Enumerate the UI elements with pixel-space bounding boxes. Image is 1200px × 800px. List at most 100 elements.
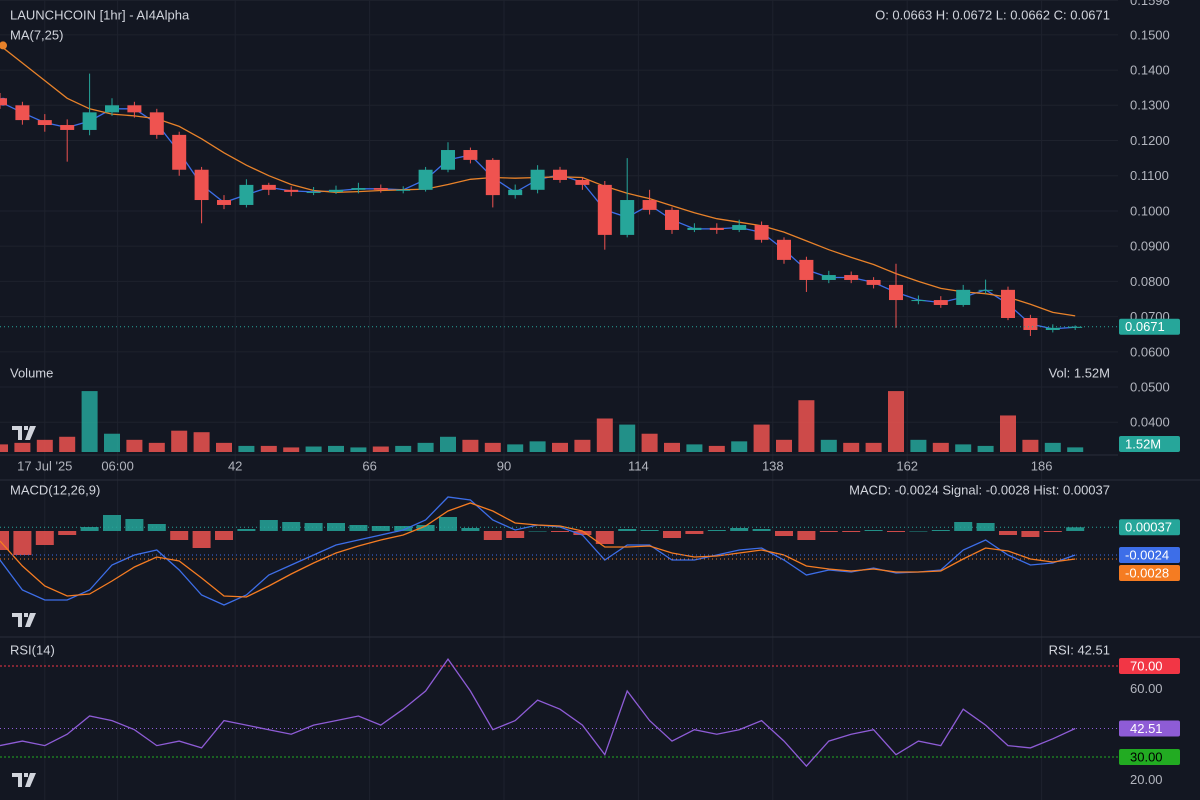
logo-icon <box>12 613 36 627</box>
candle-body <box>642 200 657 210</box>
histogram-bar <box>192 531 211 548</box>
volume-bar <box>171 430 188 452</box>
candle-body <box>396 189 411 191</box>
pane-title: Volume <box>10 365 53 380</box>
price-tag <box>1119 436 1180 452</box>
volume-bar <box>820 439 837 452</box>
volume-bar <box>260 445 277 452</box>
candle-body <box>508 189 523 196</box>
volume-bar <box>910 439 927 452</box>
volume-bar <box>843 442 860 452</box>
candle-body <box>329 189 343 192</box>
histogram-bar <box>215 531 233 540</box>
volume-bar <box>305 446 322 452</box>
histogram-bar <box>730 528 749 531</box>
candle-body <box>687 227 702 230</box>
histogram-bar <box>864 530 883 531</box>
volume-bar <box>574 439 591 452</box>
volume-readout: Vol: 1.52M <box>1049 365 1110 380</box>
candle-body <box>799 259 814 280</box>
volume-bar <box>104 433 120 452</box>
y-tick-label: 0.1500 <box>1130 27 1170 42</box>
volume-bar <box>798 400 815 452</box>
candle-body <box>82 112 97 130</box>
volume-bar <box>552 442 568 452</box>
histogram-bar <box>707 530 726 531</box>
volume-bar <box>0 444 8 452</box>
rsi-line <box>0 657 1076 768</box>
volume-bar <box>350 447 367 452</box>
marks <box>0 41 1118 768</box>
volume-bar <box>888 391 904 452</box>
y-tick-label: 20.00 <box>1130 772 1163 787</box>
candle-body <box>105 105 119 113</box>
histogram-bar <box>259 520 278 531</box>
price-tag <box>1119 748 1180 765</box>
volume-bar <box>328 445 344 452</box>
y-tick-label: 0.0800 <box>1130 274 1170 289</box>
x-tick-label: 66 <box>362 458 376 473</box>
price-tag-label: 0.00037 <box>1125 520 1172 535</box>
y-tick-label: 0.1000 <box>1130 203 1170 218</box>
candle-body <box>37 120 52 126</box>
candle-body <box>463 150 478 160</box>
volume-bar <box>14 442 31 452</box>
candle-body <box>889 284 903 301</box>
histogram-bar <box>663 531 681 538</box>
histogram-bar <box>819 531 838 532</box>
rsi-readout: RSI: 42.51 <box>1049 642 1110 657</box>
ma-start-dot <box>0 41 7 50</box>
histogram-bar <box>58 531 77 535</box>
y-tick-label: 0.1100 <box>1130 168 1169 183</box>
histogram-bar <box>685 531 704 534</box>
histogram-bar <box>976 523 995 531</box>
x-tick-label: 186 <box>1031 458 1053 473</box>
candle-body <box>15 105 30 121</box>
candle-body <box>620 200 635 235</box>
price-tag <box>1119 519 1180 536</box>
price-tag <box>1119 318 1180 335</box>
y-tick-label: 60.00 <box>1130 681 1163 696</box>
volume-bar <box>753 424 770 452</box>
volume-bar <box>148 442 165 452</box>
candle-body <box>709 227 724 230</box>
candle-body <box>441 150 455 170</box>
candle-body <box>553 169 567 180</box>
volume-bar <box>193 432 210 452</box>
histogram-bar <box>909 531 928 532</box>
histogram-bar <box>551 531 569 532</box>
candle-body <box>821 275 836 280</box>
price-tag <box>1119 720 1180 737</box>
x-tick-label: 06:00 <box>101 458 134 473</box>
volume-bar <box>126 439 143 452</box>
candle-body <box>844 275 859 280</box>
histogram-bar <box>931 530 950 531</box>
indicator-label: MA(7,25) <box>10 27 63 42</box>
price-tag-label: -0.0024 <box>1125 547 1169 562</box>
volume-bar <box>1044 442 1061 452</box>
logo <box>12 426 36 787</box>
volume-bar <box>1067 447 1084 452</box>
y-tick-label: 0.1300 <box>1130 98 1170 113</box>
candle-body <box>127 105 142 113</box>
candle-body <box>1045 327 1060 330</box>
histogram-bar <box>394 526 413 531</box>
macd-line <box>0 502 1076 598</box>
x-tick-label: 162 <box>896 458 918 473</box>
histogram-bar <box>483 531 502 540</box>
pane-title: MACD(12,26,9) <box>10 482 100 497</box>
volume-bar <box>283 447 300 452</box>
histogram-bar <box>887 531 905 532</box>
candle-body <box>1023 318 1038 330</box>
ohlc-readout: O: 0.0663 H: 0.0672 L: 0.0662 C: 0.0671 <box>875 7 1110 22</box>
volume-bar <box>731 441 748 452</box>
histogram-bar <box>304 523 323 531</box>
volume-bar <box>955 444 972 452</box>
candle-body <box>284 189 299 192</box>
histogram-bar <box>237 529 256 531</box>
histogram-bar <box>170 531 189 540</box>
price-tag <box>1119 565 1180 581</box>
y-tick-label: 0.0500 <box>1130 379 1170 394</box>
histogram-bar <box>35 531 54 545</box>
